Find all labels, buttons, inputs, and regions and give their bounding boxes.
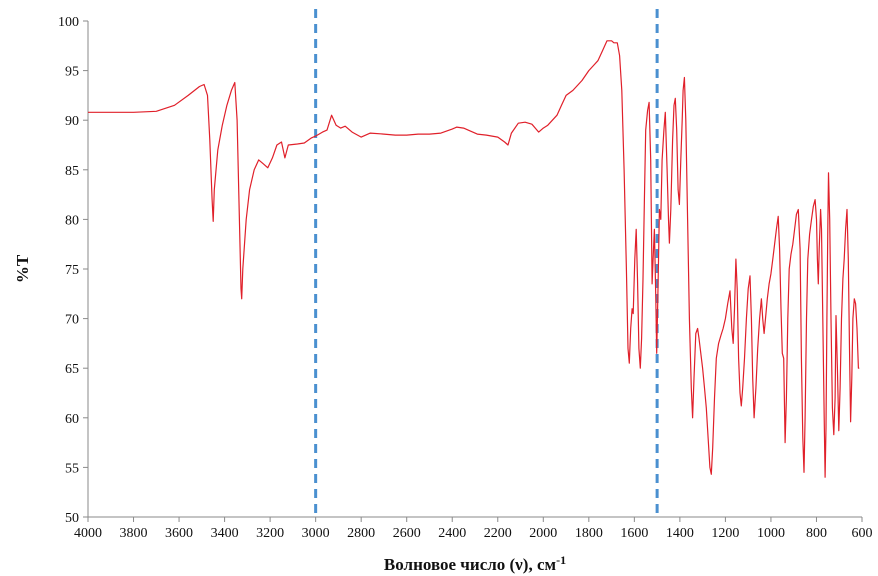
- x-axis-title: Волновое число (ν), см-1: [384, 553, 566, 574]
- x-tick-label: 1600: [620, 526, 648, 541]
- reference-lines: [314, 9, 659, 517]
- y-tick-label: 75: [65, 263, 79, 278]
- x-tick-label: 2400: [438, 526, 466, 541]
- y-tick-label: 95: [65, 65, 79, 80]
- x-tick-label: 1200: [711, 526, 739, 541]
- x-tick-label: 1800: [575, 526, 603, 541]
- x-tick-label: 1400: [666, 526, 694, 541]
- tick-labels: 4000 3800 3600 3400 3200 3000 2800 2600 2400 2200…: [58, 15, 873, 541]
- x-tick-label: 2200: [484, 526, 512, 541]
- y-tick-label: 90: [65, 114, 79, 129]
- x-tick-label: 3200: [256, 526, 284, 541]
- x-tick-label: 600: [852, 526, 873, 541]
- x-tick-label: 1000: [757, 526, 785, 541]
- y-tick-label: 65: [65, 362, 79, 377]
- x-tick-label: 4000: [74, 526, 102, 541]
- y-axis-title: %T: [13, 254, 32, 283]
- x-tick-label: 3600: [165, 526, 193, 541]
- transmittance-series-line: [88, 40, 860, 478]
- x-tick-label: 3000: [302, 526, 330, 541]
- y-tick-label: 85: [65, 164, 79, 179]
- y-tick-label: 60: [65, 412, 79, 427]
- x-axis-title-superscript: -1: [556, 553, 566, 567]
- x-tick-label: 3400: [211, 526, 239, 541]
- y-tick-label: 50: [65, 511, 79, 526]
- y-tick-label: 55: [65, 461, 79, 476]
- x-tick-label: 800: [806, 526, 827, 541]
- x-axis-title-text: Волновое число (ν), см: [384, 555, 557, 574]
- y-tick-label: 100: [58, 15, 79, 30]
- y-tick-label: 70: [65, 313, 79, 328]
- x-tick-label: 2800: [347, 526, 375, 541]
- y-tick-label: 80: [65, 213, 79, 228]
- x-tick-label: 3800: [120, 526, 148, 541]
- x-tick-label: 2600: [393, 526, 421, 541]
- series-layer: [88, 40, 860, 478]
- x-tick-label: 2000: [529, 526, 557, 541]
- axes: [83, 20, 863, 522]
